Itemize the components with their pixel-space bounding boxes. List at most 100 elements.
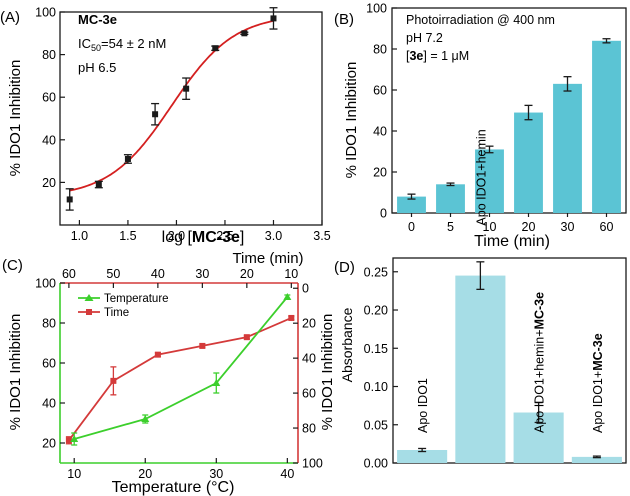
panel-c-temperature-line: [73, 296, 289, 440]
panel-c-time-line: [68, 317, 292, 441]
panel-a-data-point: [95, 181, 102, 188]
panel-c-temperature-point: [70, 435, 79, 442]
panel-a-y-tick-label: 100: [35, 6, 56, 20]
panel-b-bar: [553, 83, 582, 213]
panel-b-condition-ph: pH 7.2: [406, 31, 443, 45]
panel-c-right-tick-label: 40: [302, 352, 316, 366]
panel-b-bar: [397, 196, 426, 213]
panel-d-bar: [571, 456, 622, 463]
panel-d-y-tick-label: 0.05: [364, 418, 388, 432]
panel-c-label: (C): [2, 257, 23, 274]
panel-a-y-tick-label: 20: [42, 176, 56, 190]
panel-c-y-tick-label: 60: [42, 357, 56, 371]
panel-d-y-tick-label: 0.00: [364, 457, 388, 471]
panel-c-time-point: [154, 351, 161, 358]
panel-a-data-point: [66, 196, 73, 203]
panel-a-ylabel: % IDO1 Inhibition: [7, 60, 24, 177]
panel-d-bars: Apo IDO1 Apo IDO1+hemin Apo IDO1+hemin+MC-…: [397, 129, 622, 463]
panel-b-x-tick-label: 0: [408, 220, 415, 234]
panel-b-y-tick-label: 100: [366, 2, 387, 16]
panel-b: (B) 0 20 40 60 80 100 0 5 10 20 30 60 Photoirradia…: [334, 2, 627, 250]
panel-a-fit-curve: [69, 20, 274, 192]
panel-d-category-label-bold: MC-3e: [591, 333, 605, 371]
panel-b-x-tick-label: 60: [600, 220, 614, 234]
panel-a-data-point: [152, 111, 159, 118]
panel-c-ticks: 10 20 30 40 60 50 40 30 20 10 20 40 60 80 100 0 20 40 60 80…: [35, 267, 323, 481]
panel-b-x-tick-label: 5: [447, 220, 454, 234]
panel-c-time-point: [243, 334, 250, 341]
panel-a-ph: pH 6.5: [78, 60, 116, 75]
panel-a-xlabel-bold: MC-3e: [192, 229, 240, 246]
panel-c-top-tick-label: 30: [195, 267, 209, 281]
panel-c-right-tick-label: 80: [302, 422, 316, 436]
panel-b-bar: [436, 184, 465, 213]
panel-d-bar: [397, 449, 448, 463]
panel-d-bar: [455, 275, 506, 463]
panel-a-data-point: [241, 30, 248, 37]
panel-d-category-label-plain: Apo IDO1+hemin: [474, 129, 488, 225]
panel-c-time-point: [65, 437, 72, 444]
panel-b-bar: [475, 149, 504, 213]
panel-a-ic50-value: =54 ± 2 nM: [101, 36, 166, 51]
panel-c-y-tick-label: 100: [35, 277, 56, 291]
panel-d-category-label-bold: MC-3e: [533, 292, 547, 330]
panel-c-top-tick-label: 50: [106, 267, 120, 281]
panel-b-y-tick-label: 20: [373, 166, 387, 180]
panel-c-x-tick-label: 40: [280, 467, 294, 481]
panel-b-concentration-rest: ] = 1 μM: [423, 49, 469, 63]
panel-a-plot-frame: [59, 11, 323, 226]
panel-d-label: (D): [334, 259, 355, 276]
panel-a-x-tick-label: 2.0: [168, 229, 185, 243]
panel-a-data-points: [65, 7, 278, 211]
panel-a-compound: MC-3e: [78, 12, 117, 27]
panel-b-concentration-compound: 3e: [409, 49, 423, 63]
panel-c-right-tick-label: 60: [302, 387, 316, 401]
panel-a-x-tick-label: 2.5: [216, 229, 233, 243]
legend-time-marker: [86, 309, 92, 315]
panel-b-y-tick-label: 0: [380, 207, 387, 221]
panel-b-ylabel: % IDO1 Inhibition: [343, 62, 360, 179]
panel-d-category-label-plain: Apo IDO1+: [591, 371, 605, 433]
panel-a-label: (A): [0, 9, 20, 26]
panel-b-y-tick-label: 80: [373, 43, 387, 57]
panel-a-data-point: [183, 85, 190, 92]
panel-a-data-point: [124, 155, 131, 162]
panel-d-category-label: Apo IDO1+hemin: [474, 129, 488, 225]
panel-a-xlabel-prefix: log [: [162, 229, 193, 246]
panel-c-legend: Temperature Time: [78, 293, 169, 319]
panel-a-xlabel: log [MC-3e]: [162, 229, 245, 246]
panel-b-x-tick-label: 10: [483, 220, 497, 234]
panel-c-y-tick-label: 20: [42, 437, 56, 451]
panel-a-x-tick-label: 1.0: [71, 229, 88, 243]
legend-temperature-label: Temperature: [104, 293, 169, 305]
panel-b-plot-frame: [391, 7, 627, 214]
panel-c-x-tick-label: 10: [67, 467, 81, 481]
panel-b-y-tick-label: 40: [373, 125, 387, 139]
panel-a-x-tick-label: 3.0: [265, 229, 282, 243]
panel-d-category-label: Apo IDO1+hemin+MC-3e: [533, 292, 547, 433]
panel-d-y-tick-label: 0.25: [364, 265, 388, 279]
panel-a-y-tick-label: 40: [42, 133, 56, 147]
panel-c-top-tick-label: 60: [62, 267, 76, 281]
panel-d-y-tick-label: 0.15: [364, 342, 388, 356]
panel-a-xlabel-suffix: ]: [240, 229, 244, 246]
panel-b-y-ticks: 0 20 40 60 80 100: [366, 2, 397, 221]
panel-c-y-tick-label: 40: [42, 397, 56, 411]
panel-d-category-label: Apo IDO1: [416, 378, 430, 433]
panel-c-xlabel: Temperature (°C): [112, 479, 235, 496]
panel-c-time-point: [288, 314, 295, 321]
panel-b-x-tick-label: 30: [561, 220, 575, 234]
panel-c-ylabel-left: % IDO1 Inhibition: [7, 314, 24, 431]
panel-a-data-point: [270, 15, 277, 22]
panel-a-x-tick-label: 1.5: [119, 229, 136, 243]
panel-c-series: [65, 293, 295, 446]
panel-a-data-point: [212, 45, 219, 52]
panel-b-condition-concentration: [3e] = 1 μM: [406, 49, 469, 63]
panel-c-right-tick-label: 0: [302, 282, 309, 296]
panel-c-top-tick-label: 10: [284, 267, 298, 281]
panel-c-top-tick-label: 40: [151, 267, 165, 281]
panel-c-y-tick-label: 80: [42, 317, 56, 331]
panel-a-y-ticks: 20 40 60 80 100: [35, 6, 65, 190]
panel-d-y-tick-label: 0.20: [364, 304, 388, 318]
